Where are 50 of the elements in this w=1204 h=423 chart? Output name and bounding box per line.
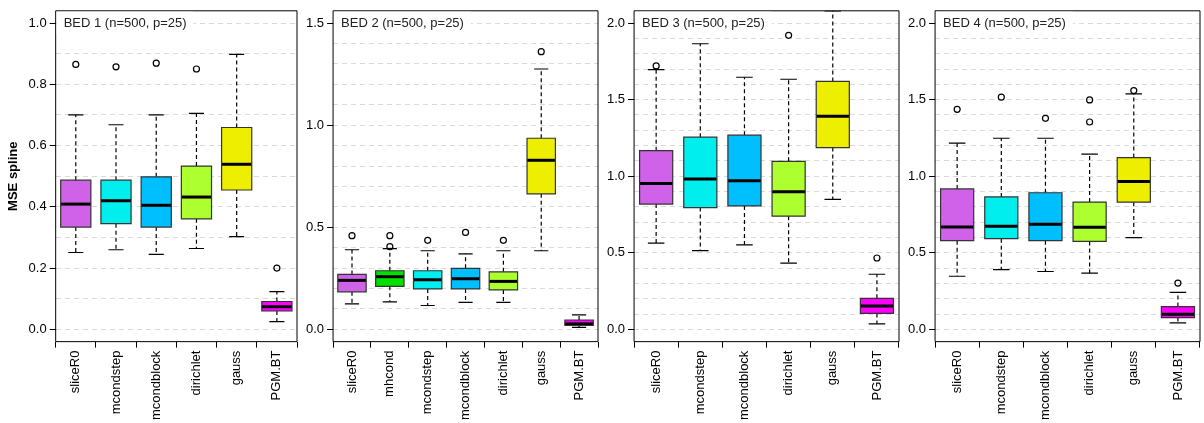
y-tick-label: 1.5 <box>606 91 626 107</box>
chart-title: BED 2 (n=500, p=25) <box>341 15 464 31</box>
x-tick-label: PGM.BT <box>570 350 586 401</box>
x-tick-label: mcondblock <box>1037 350 1053 421</box>
x-tick-label: PGM.BT <box>1169 350 1185 401</box>
y-tick-label: 2.0 <box>606 14 626 30</box>
y-tick-label: 0.2 <box>28 259 47 275</box>
y-tick-label: 0.0 <box>28 320 47 336</box>
x-tick-label: gauss <box>228 350 244 386</box>
x-tick-label: gauss <box>1125 350 1141 386</box>
x-tick-label: mcondblock <box>457 350 473 421</box>
y-tick-label: 0.5 <box>606 244 626 260</box>
x-tick-label: mcondstep <box>992 350 1008 415</box>
y-tick-label: 1.0 <box>28 14 47 30</box>
x-tick-label: gauss <box>824 350 840 386</box>
y-tick-label: 0.6 <box>28 137 47 153</box>
x-tick-label: dirichlet <box>1081 350 1097 396</box>
y-tick-label: 1.0 <box>907 167 927 183</box>
y-tick-label: 0.4 <box>28 198 47 214</box>
x-tick-label: sliceR0 <box>343 350 359 394</box>
x-tick-label: mcondstep <box>419 350 435 415</box>
y-tick-label: 0.5 <box>907 244 927 260</box>
y-tick-label: 0.0 <box>305 320 325 336</box>
y-axis-title: MSE spline <box>5 141 21 211</box>
chart-title: BED 1 (n=500, p=25) <box>63 15 187 31</box>
x-tick-label: mcondstep <box>107 350 123 415</box>
x-tick-label: sliceR0 <box>948 350 964 394</box>
x-tick-label: sliceR0 <box>67 350 83 394</box>
x-tick-label: mcondblock <box>736 350 752 421</box>
x-tick-label: mcondstep <box>691 350 707 415</box>
y-tick-label: 2.0 <box>907 14 927 30</box>
chart-title: BED 4 (n=500, p=25) <box>943 15 1066 31</box>
x-tick-label: mhcond <box>381 350 397 397</box>
y-tick-label: 0.8 <box>28 75 47 91</box>
chart-title: BED 3 (n=500, p=25) <box>642 15 765 31</box>
y-tick-label: 0.5 <box>305 218 325 234</box>
y-tick-label: 1.5 <box>907 91 927 107</box>
x-tick-label: sliceR0 <box>647 350 663 394</box>
x-tick-label: PGM.BT <box>268 350 284 401</box>
x-tick-label: gauss <box>532 350 548 386</box>
x-tick-label: dirichlet <box>494 350 510 396</box>
x-tick-label: dirichlet <box>188 350 204 396</box>
x-tick-label: PGM.BT <box>868 350 884 401</box>
x-tick-label: dirichlet <box>780 350 796 396</box>
y-tick-label: 1.5 <box>305 14 325 30</box>
y-tick-label: 1.0 <box>606 167 626 183</box>
y-tick-label: 1.0 <box>305 116 325 132</box>
x-tick-label: mcondblock <box>147 350 163 421</box>
y-tick-label: 0.0 <box>907 320 927 336</box>
y-tick-label: 0.0 <box>606 320 626 336</box>
